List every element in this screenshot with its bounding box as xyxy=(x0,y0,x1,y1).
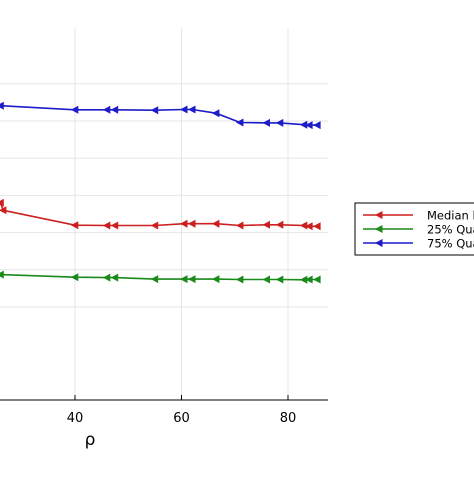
data-point xyxy=(188,275,196,284)
data-point xyxy=(110,221,119,230)
data-point xyxy=(110,273,119,282)
data-point xyxy=(150,221,159,230)
data-point xyxy=(313,275,321,284)
data-point xyxy=(211,109,220,118)
data-point xyxy=(305,121,313,130)
data-point xyxy=(188,105,196,114)
axes: 40 60 80 xyxy=(0,395,328,426)
data-point xyxy=(102,221,111,230)
data-point xyxy=(275,275,284,284)
data-point xyxy=(211,275,220,284)
data-point xyxy=(70,273,79,282)
data-point xyxy=(0,206,7,215)
data-point xyxy=(313,222,321,231)
data-point xyxy=(180,275,188,284)
data-point xyxy=(0,198,4,207)
x-tick-label: 60 xyxy=(173,411,190,426)
data-point xyxy=(150,106,159,115)
data-point xyxy=(299,221,308,230)
data-point xyxy=(235,118,244,127)
data-point xyxy=(275,220,284,229)
data-point xyxy=(188,219,196,228)
data-point xyxy=(180,219,188,228)
data-point xyxy=(0,270,4,279)
x-axis-label: ρ xyxy=(85,430,96,450)
legend-label: 25% Qua xyxy=(427,223,474,237)
legend-box xyxy=(354,202,474,256)
x-tick-label: 40 xyxy=(67,411,84,426)
data-point xyxy=(102,105,111,114)
grid xyxy=(0,28,328,400)
legend: Median l25% Qua75% Qua xyxy=(354,202,474,256)
data-point xyxy=(235,275,244,284)
data-point xyxy=(180,105,188,114)
data-point xyxy=(235,221,244,230)
data-point xyxy=(70,221,79,230)
data-point xyxy=(305,275,313,284)
data-point xyxy=(110,105,119,114)
legend-label: Median l xyxy=(427,209,474,223)
data-point xyxy=(262,220,271,229)
data-point xyxy=(313,121,321,130)
legend-marker xyxy=(375,225,383,233)
data-point xyxy=(70,105,79,114)
legend-marker xyxy=(375,239,383,247)
data-point xyxy=(262,275,271,284)
legend-label: 75% Qua xyxy=(427,237,474,251)
data-point xyxy=(102,273,111,282)
data-point xyxy=(0,101,4,110)
x-tick-label: 80 xyxy=(280,411,297,426)
data-point xyxy=(150,275,159,284)
legend-marker xyxy=(375,211,383,219)
series-layer xyxy=(0,101,321,284)
data-point xyxy=(275,118,284,127)
data-point xyxy=(262,118,271,127)
data-point xyxy=(305,222,313,231)
data-point xyxy=(211,219,220,228)
